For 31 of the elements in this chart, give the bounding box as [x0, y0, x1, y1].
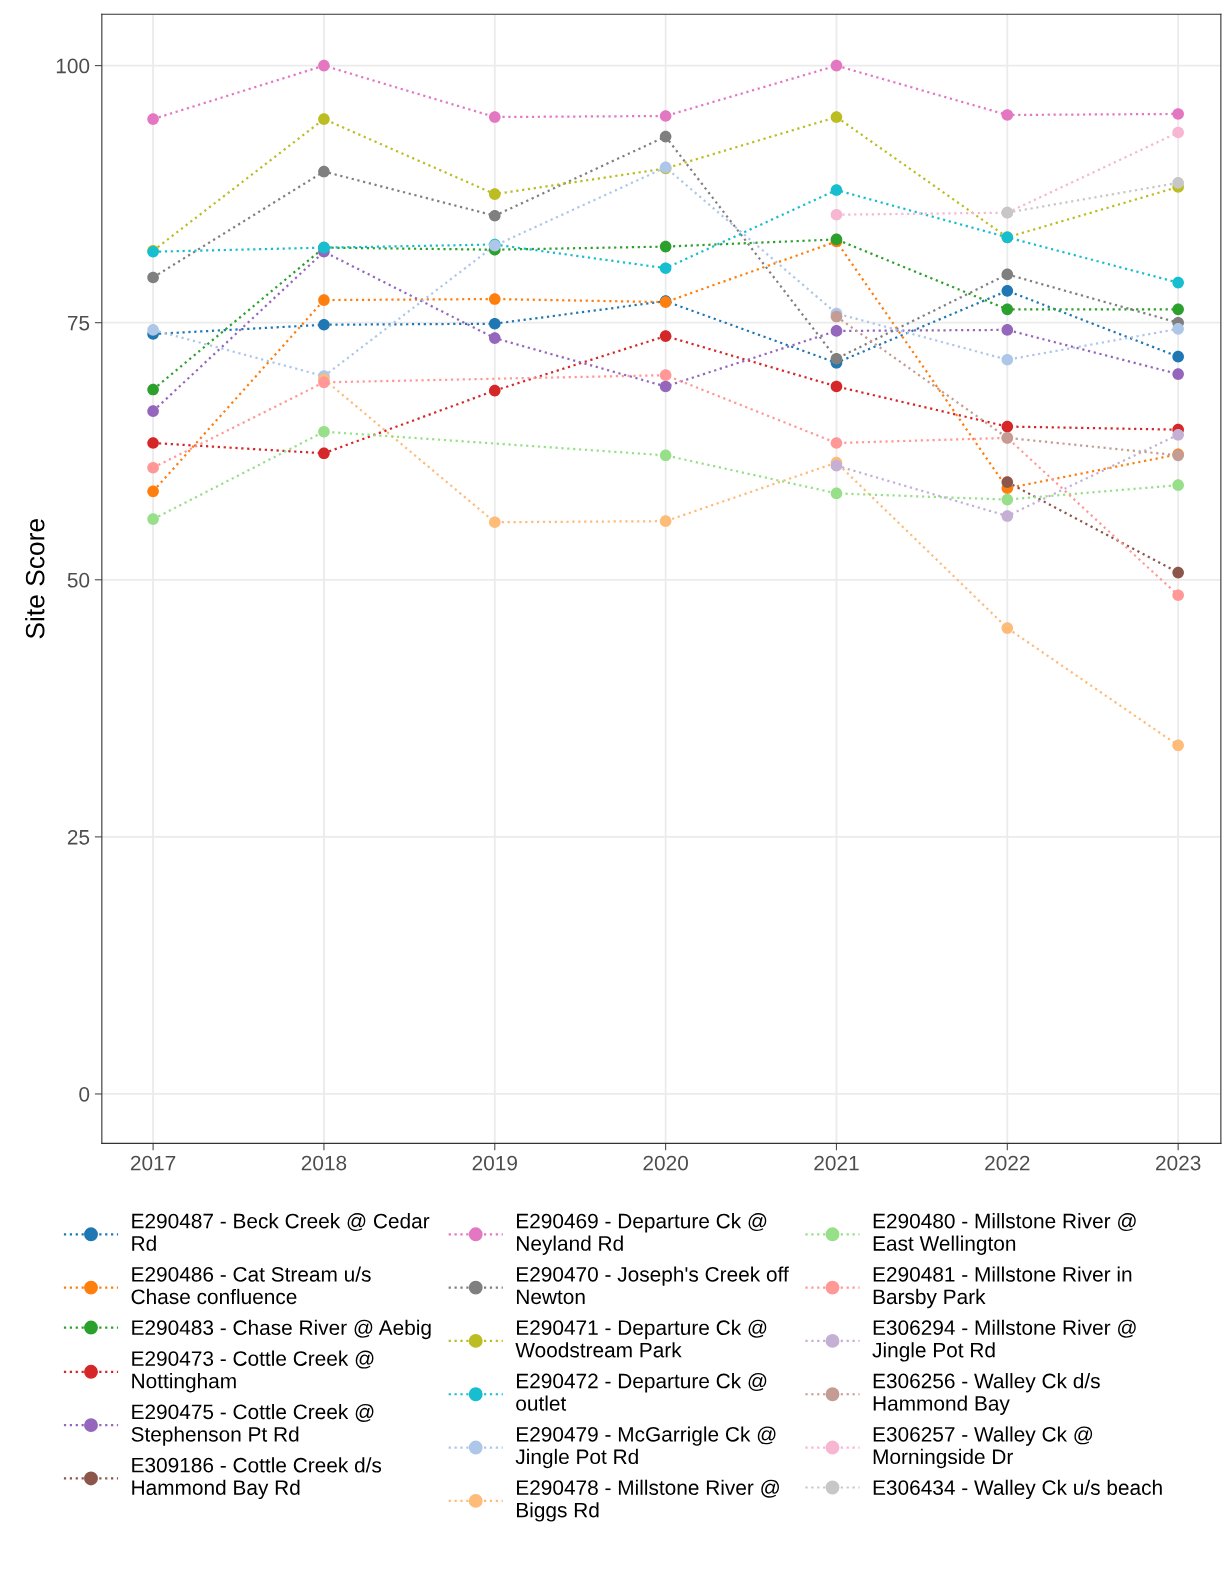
x-tick-label: 2018: [301, 1155, 347, 1171]
legend-label: E290469 - Departure Ck @ Neyland Rd: [517, 1213, 767, 1255]
y-tick-label: 75: [67, 315, 90, 331]
legend-label: E290475 - Cottle Creek @ Stephenson Pt Rd: [131, 1403, 374, 1446]
legend-label: E290486 - Cat Stream u/s Chase confluence: [131, 1266, 371, 1305]
legend-label: E290470 - Joseph's Creek off Newton: [517, 1266, 789, 1305]
y-tick-label: 100: [56, 58, 90, 74]
legend-label: E306294 - Millstone River @ Jingle Pot Rd: [872, 1319, 1136, 1362]
x-tick-label: 2022: [985, 1155, 1030, 1171]
y-axis-title: Site Score: [25, 519, 45, 639]
legend-label: E306256 - Walley Ck d/s Hammond Bay: [873, 1373, 1100, 1415]
legend-label: E290472 - Departure Ck @ outlet: [516, 1373, 767, 1411]
x-tick-label: 2021: [814, 1155, 859, 1171]
x-tick-label: 2019: [472, 1155, 517, 1171]
legend-label: E290480 - Millstone River @ East Wellington: [873, 1213, 1136, 1255]
legend-label: E290481 - Millstone River in Barsby Park: [873, 1266, 1132, 1309]
legend-label: E306257 - Walley Ck @ Morningside Dr: [873, 1426, 1093, 1469]
y-tick-label: 50: [67, 572, 90, 588]
legend-label: E290479 - McGarrigle Ck @ Jingle Pot Rd: [515, 1426, 776, 1469]
x-tick-label: 2020: [643, 1155, 688, 1171]
legend-label: E290471 - Departure Ck @ Woodstream Park: [515, 1319, 767, 1358]
legend-label: E290483 - Chase River @ Aebig: [132, 1319, 431, 1340]
legend-label: E306434 - Walley Ck u/s beach: [873, 1479, 1162, 1500]
x-tick-label: 2017: [130, 1155, 176, 1171]
x-tick-label: 2023: [1156, 1155, 1201, 1171]
legend-label: E290487 - Beck Creek @ Cedar Rd: [132, 1213, 430, 1251]
y-tick-label: 0: [79, 1086, 90, 1102]
legend-label: E290478 - Millstone River @ Biggs Rd: [517, 1479, 779, 1522]
legend-label: E290473 - Cottle Creek @ Nottingham: [132, 1350, 374, 1393]
legend-label: E309186 - Cottle Creek d/s Hammond Bay Rd: [132, 1457, 382, 1500]
y-tick-label: 25: [67, 829, 90, 845]
